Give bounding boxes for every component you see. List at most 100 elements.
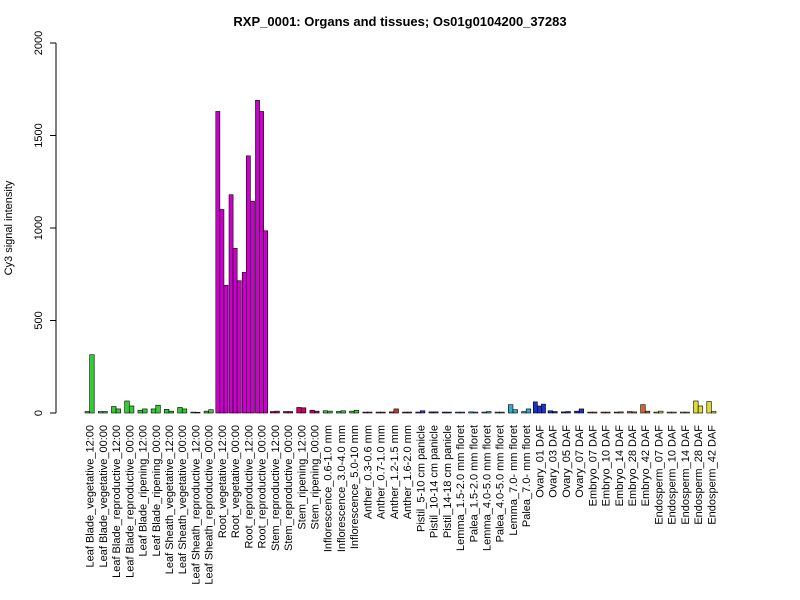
bar	[433, 411, 439, 414]
bar	[362, 411, 368, 414]
bar	[232, 248, 238, 414]
bar	[441, 411, 448, 414]
x-tick-label: Embryo_42 DAF	[640, 425, 652, 507]
bar	[327, 410, 333, 414]
bar	[340, 410, 346, 414]
bar	[367, 411, 373, 414]
x-tick-label: Root_vegetative_00:00	[230, 425, 242, 538]
bar	[671, 411, 677, 414]
bar	[587, 411, 593, 414]
x-tick-label: Pistil_10-14 cm panicle	[429, 425, 441, 538]
x-tick-label: Anther_0.3-0.6 mm	[362, 425, 374, 519]
bar	[697, 405, 704, 414]
bar	[259, 111, 264, 414]
bar	[124, 400, 130, 414]
x-tick-label: Leaf Sheath_reproductive_12:00	[190, 425, 202, 585]
bar	[129, 405, 135, 414]
bar	[296, 407, 302, 414]
bar	[349, 410, 355, 414]
x-tick-label: Ovary_05 DAF	[561, 425, 573, 498]
bar	[618, 411, 624, 414]
x-tick-label: Root_reproductive_12:00	[243, 425, 255, 549]
y-axis: 0 500 1000 1500 2000	[33, 31, 57, 416]
x-tick-label: Leaf Blade_reproductive_00:00	[124, 425, 136, 578]
x-tick-label: Inflorescence_0.6-1.0 mm	[323, 425, 335, 552]
bar	[155, 404, 161, 414]
bar	[164, 408, 170, 414]
x-tick-label: Leaf Blade_vegetative_00:00	[98, 425, 110, 568]
x-tick-label: Leaf Blade_ripening_12:00	[138, 425, 150, 557]
bar	[97, 411, 104, 414]
bar	[565, 411, 571, 414]
bar	[353, 409, 360, 414]
bar	[532, 401, 538, 414]
bar	[508, 404, 514, 414]
bar	[415, 411, 421, 414]
bar	[150, 408, 157, 414]
bar	[246, 155, 251, 414]
bar	[84, 411, 90, 414]
bar	[208, 409, 214, 414]
y-tick-label: 500	[33, 311, 45, 329]
x-tick-label: Root_reproductive_00:00	[257, 425, 269, 549]
x-tick-label: Leaf Sheath_vegetative_00:00	[177, 425, 189, 574]
bar	[203, 410, 209, 414]
bar	[274, 410, 280, 414]
x-tick-label: Root_vegetative_12:00	[217, 425, 229, 538]
x-tick-label: Palea_4.0-5.0 mm floret	[495, 425, 507, 542]
bar	[711, 411, 717, 414]
bar	[215, 111, 221, 414]
bar	[223, 285, 229, 414]
bar	[102, 411, 108, 414]
y-tick-label: 1000	[33, 216, 45, 240]
x-tick-label: Anther_1.6-2.0 mm	[402, 425, 414, 519]
bar	[380, 411, 386, 414]
bar	[322, 410, 329, 414]
bar	[486, 411, 492, 414]
x-tick-label: Embryo_14 DAF	[614, 425, 626, 507]
bar	[177, 407, 183, 414]
bar	[592, 411, 598, 414]
x-tick-label: Leaf Blade_reproductive_12:00	[111, 425, 123, 578]
bar	[560, 411, 567, 414]
bar	[168, 410, 174, 414]
x-tick-label: Embryo_28 DAF	[627, 425, 639, 507]
x-tick-label: Ovary_07 DAF	[574, 425, 586, 498]
bar	[428, 411, 434, 414]
bar	[142, 408, 148, 414]
bar	[287, 411, 293, 414]
bar	[666, 411, 672, 414]
bar	[521, 411, 527, 414]
x-tick-label: Embryo_07 DAF	[587, 425, 599, 507]
x-tick-label: Leaf Sheath_vegetative_12:00	[164, 425, 176, 574]
y-tick-label: 1500	[33, 123, 45, 147]
bar	[644, 410, 651, 414]
x-tick-label: Lemma_1.5-2.0 mm floret	[455, 425, 467, 551]
bar	[190, 411, 196, 414]
x-tick-label: Inflorescence_5.0-10 mm	[349, 425, 361, 549]
x-tick-label: Leaf Sheath_reproductive_00:00	[204, 425, 216, 585]
x-tick-label: Embryo_10 DAF	[601, 425, 613, 507]
bar	[684, 411, 690, 414]
x-tick-label: Inflorescence_3.0-4.0 mm	[336, 425, 348, 552]
y-tick-label: 2000	[33, 31, 45, 55]
x-tick-label: Ovary_01 DAF	[534, 425, 546, 498]
bar	[552, 411, 558, 414]
bar	[219, 209, 225, 414]
bar	[541, 403, 546, 414]
bar	[574, 410, 580, 414]
bar	[236, 280, 242, 414]
bar	[111, 406, 117, 414]
bar	[481, 411, 487, 414]
bar	[336, 411, 342, 414]
bar	[228, 194, 234, 414]
bar	[494, 411, 501, 414]
x-tick-label: Stem_reproductive_00:00	[283, 425, 295, 551]
y-tick-label: 0	[33, 410, 45, 416]
chart-title: RXP_0001: Organs and tissues; Os01g01042…	[233, 14, 566, 29]
bar	[250, 200, 255, 414]
x-tick-label: Palea_1.5-2.0 mm floret	[468, 425, 480, 542]
bar	[468, 411, 474, 414]
x-tick-label: Endosperm_10 DAF	[667, 425, 679, 525]
